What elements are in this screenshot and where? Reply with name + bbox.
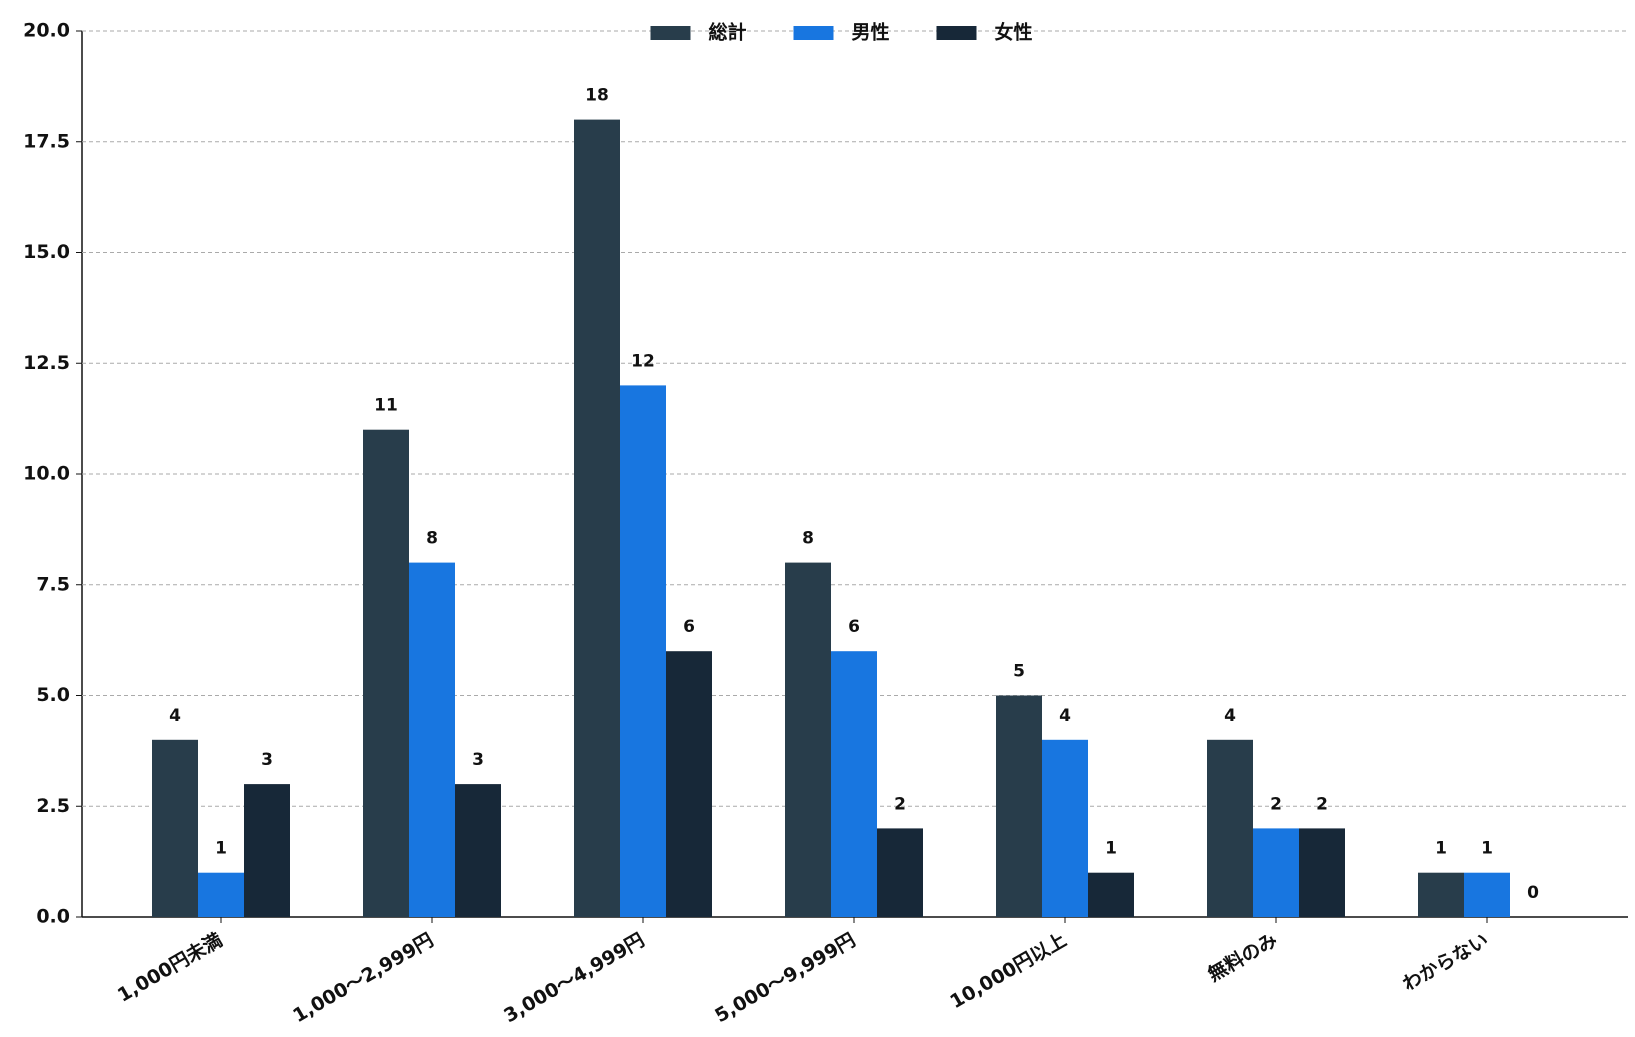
bar	[1418, 872, 1464, 917]
bar	[409, 562, 455, 917]
x-tick-label: 10,000円以上	[946, 929, 1070, 1013]
y-tick-label: 15.0	[23, 241, 70, 263]
x-tick-label: 1,000円未満	[113, 928, 226, 1006]
y-tick-label: 10.0	[23, 463, 70, 485]
value-label: 2	[1316, 794, 1328, 814]
y-tick-label: 2.5	[36, 795, 70, 817]
y-tick-label: 5.0	[36, 684, 70, 706]
legend-label: 男性	[852, 21, 890, 44]
bar	[877, 828, 923, 917]
bar	[666, 651, 712, 917]
value-label: 1	[1435, 839, 1447, 859]
bar	[363, 429, 409, 917]
value-label: 8	[426, 529, 438, 549]
y-tick-label: 0.0	[36, 906, 70, 928]
value-label: 11	[374, 396, 398, 416]
value-label: 2	[894, 794, 906, 814]
legend-swatch	[793, 26, 834, 40]
value-label: 4	[169, 706, 181, 726]
bar	[831, 651, 877, 917]
bar	[574, 119, 620, 918]
value-label: 4	[1224, 706, 1236, 726]
value-label: 5	[1013, 662, 1025, 682]
value-label: 1	[215, 839, 227, 859]
value-label: 6	[683, 617, 695, 637]
value-label: 6	[848, 617, 860, 637]
x-tick-label: 3,000～4,999円	[500, 929, 648, 1027]
bar	[455, 784, 501, 917]
value-label: 4	[1059, 706, 1071, 726]
value-label: 3	[472, 750, 484, 770]
y-tick-label: 20.0	[23, 20, 70, 42]
value-label: 8	[802, 529, 814, 549]
bar	[1464, 872, 1510, 917]
value-label: 12	[631, 351, 655, 371]
legend-label: 総計	[709, 21, 747, 44]
x-tick-label: わからない	[1399, 929, 1492, 996]
x-tick-label: 1,000～2,999円	[289, 929, 437, 1027]
bar	[1088, 872, 1134, 917]
value-label: 2	[1270, 794, 1282, 814]
bar	[244, 784, 290, 917]
value-label: 18	[585, 86, 609, 106]
bar	[198, 872, 244, 917]
y-tick-label: 7.5	[36, 573, 70, 595]
value-label: 0	[1527, 883, 1539, 903]
bar	[1299, 828, 1345, 917]
legend-swatch	[650, 26, 691, 40]
bar	[785, 562, 831, 917]
value-label: 3	[261, 750, 273, 770]
bar	[1207, 739, 1253, 917]
legend-label: 女性	[995, 21, 1033, 44]
x-tick-label: 5,000～9,999円	[711, 929, 859, 1027]
legend-swatch	[936, 26, 977, 40]
bar	[152, 739, 198, 917]
value-label: 1	[1105, 839, 1117, 859]
bar	[996, 695, 1042, 917]
bar	[1253, 828, 1299, 917]
bar	[1042, 739, 1088, 917]
y-tick-label: 12.5	[23, 352, 70, 374]
x-tick-label: 無料のみ	[1204, 928, 1281, 986]
value-label: 1	[1481, 839, 1493, 859]
bar	[620, 385, 666, 917]
y-tick-label: 17.5	[23, 130, 70, 152]
